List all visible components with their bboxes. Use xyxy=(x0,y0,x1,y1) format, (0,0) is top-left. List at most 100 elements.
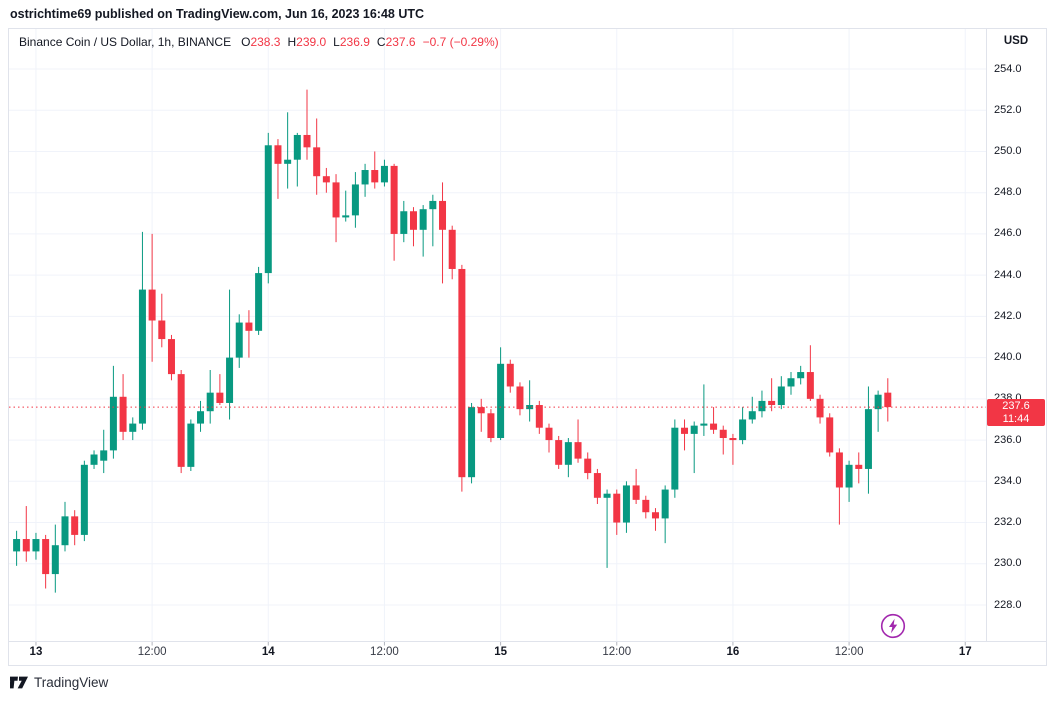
ohlc-high: H239.0 xyxy=(287,35,327,49)
price-change: −0.7 (−0.29%) xyxy=(422,35,499,49)
time-axis-label: 14 xyxy=(261,646,275,658)
candle-body xyxy=(119,396,127,432)
candle-body xyxy=(690,425,698,434)
candle-body xyxy=(390,165,398,234)
candle-body xyxy=(477,407,485,414)
tradingview-logo-text: TradingView xyxy=(34,675,109,690)
candle-body xyxy=(661,489,669,519)
candle-body xyxy=(835,452,843,488)
candle-body xyxy=(187,423,195,467)
time-axis-label: 13 xyxy=(29,646,43,658)
candle-body xyxy=(429,200,437,210)
candle-body xyxy=(468,407,476,478)
candle-body xyxy=(671,427,679,490)
candle-body xyxy=(884,392,892,408)
candle-body xyxy=(351,184,359,216)
price-axis-label: 236.0 xyxy=(994,433,1022,446)
candle-body xyxy=(826,417,834,453)
candle-body xyxy=(497,363,505,439)
price-axis-label: 228.0 xyxy=(994,598,1022,611)
candle-body xyxy=(100,450,108,461)
candle-body xyxy=(564,442,572,465)
candle-body xyxy=(42,539,50,575)
candle-body xyxy=(71,516,79,535)
lightning-icon[interactable] xyxy=(880,613,906,639)
candle-body xyxy=(303,134,311,148)
time-axis-label: 12:00 xyxy=(834,646,864,658)
candle-body xyxy=(448,229,456,269)
candle-body xyxy=(109,396,117,451)
price-axis-label: 250.0 xyxy=(994,144,1022,157)
candle-body xyxy=(874,394,882,410)
tradingview-logo-mark xyxy=(10,676,28,689)
time-axis-label: 12:00 xyxy=(370,646,399,658)
candle-body xyxy=(342,215,350,218)
candle-body xyxy=(284,159,292,164)
candle-body xyxy=(729,438,737,441)
price-axis-label: 232.0 xyxy=(994,516,1022,529)
candle-body xyxy=(516,386,524,410)
candle-body xyxy=(61,516,69,546)
candle-body xyxy=(777,386,785,406)
attribution-text: ostrichtime69 published on TradingView.c… xyxy=(10,7,425,21)
candle-body xyxy=(138,289,146,424)
candle-body xyxy=(797,372,805,379)
candle-body xyxy=(226,357,234,403)
chart-panel: Binance Coin / US Dollar, 1h, BINANCE O23… xyxy=(8,28,1047,666)
candle-body xyxy=(419,209,427,230)
candle-body xyxy=(380,165,388,183)
time-axis-label: 16 xyxy=(726,646,740,658)
candle-body xyxy=(235,322,243,358)
candle-body xyxy=(855,464,863,469)
candle-body xyxy=(293,134,301,160)
chart-legend: Binance Coin / US Dollar, 1h, BINANCE O23… xyxy=(19,35,499,49)
candle-body xyxy=(167,339,175,375)
candle-body xyxy=(90,454,98,465)
price-axis-label: 234.0 xyxy=(994,474,1022,487)
candle-body xyxy=(632,485,640,500)
time-axis-label: 15 xyxy=(494,646,507,658)
candle-body xyxy=(603,493,611,498)
candle-body xyxy=(274,145,282,164)
ohlc-close: C237.6 xyxy=(376,35,416,49)
candle-body xyxy=(409,211,417,230)
price-axis-currency-label: USD xyxy=(1003,35,1029,47)
tradingview-logo[interactable]: TradingView xyxy=(10,675,108,690)
candle-body xyxy=(51,545,59,575)
candle-body xyxy=(613,493,621,523)
candle-body xyxy=(158,320,166,340)
candle-body xyxy=(816,398,824,418)
candlestick-chart xyxy=(9,29,1046,646)
candle-body xyxy=(264,145,272,274)
candle-body xyxy=(322,176,330,183)
candle-body xyxy=(651,512,659,519)
candle-body xyxy=(13,539,21,552)
candle-body xyxy=(245,322,253,331)
candle-body xyxy=(216,392,224,403)
ohlc-low: L236.9 xyxy=(333,35,370,49)
candle-body xyxy=(506,363,514,387)
candle-body xyxy=(768,400,776,406)
candle-body xyxy=(526,405,534,410)
candle-body xyxy=(642,499,650,513)
price-axis-label: 248.0 xyxy=(994,186,1022,199)
candle-body xyxy=(80,464,88,535)
candle-body xyxy=(177,374,185,467)
candle-body xyxy=(845,464,853,488)
candle-body xyxy=(371,170,379,183)
price-axis-label: 246.0 xyxy=(994,227,1022,240)
candle-body xyxy=(361,170,369,185)
candle-body xyxy=(535,405,543,428)
candle-body xyxy=(400,211,408,234)
price-axis-label: 240.0 xyxy=(994,351,1022,364)
candle-body xyxy=(555,440,563,465)
candle-body xyxy=(458,268,466,478)
candle-body xyxy=(545,427,553,441)
price-axis-label: 254.0 xyxy=(994,62,1022,75)
candle-body xyxy=(748,411,756,420)
time-axis-label: 12:00 xyxy=(602,646,632,658)
candle-body xyxy=(129,423,137,432)
time-axis-label: 17 xyxy=(958,646,972,658)
candle-body xyxy=(584,458,592,474)
